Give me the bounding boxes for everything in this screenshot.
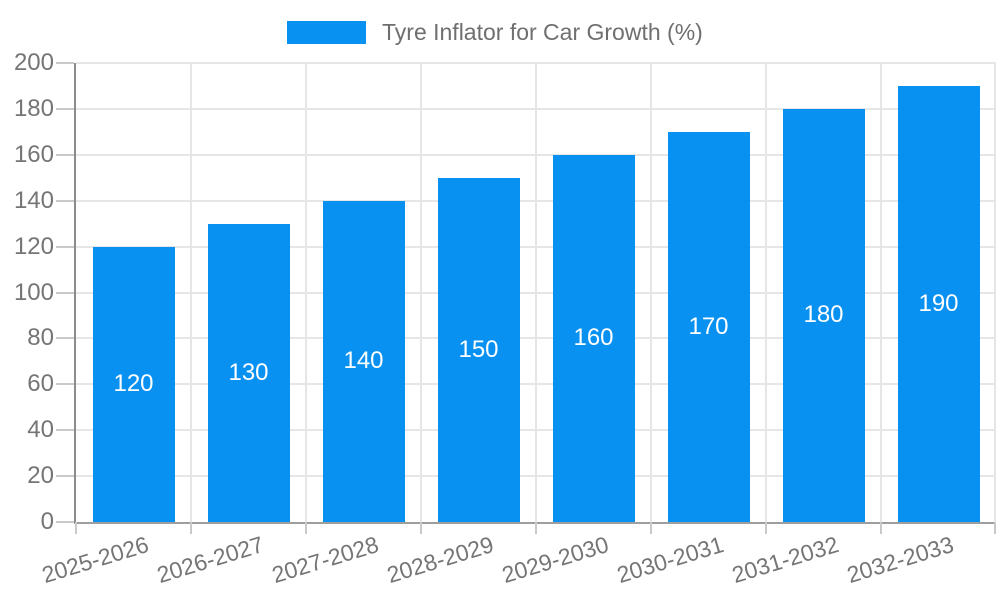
legend-marker <box>287 20 366 44</box>
bar-value-label: 120 <box>113 370 154 398</box>
bar-value-label: 150 <box>458 335 499 363</box>
x-axis-label: 2025-2026 <box>38 531 152 589</box>
x-axis-label: 2032-2033 <box>843 531 957 589</box>
bar-value-label: 180 <box>803 301 844 329</box>
y-axis-tick <box>56 429 74 432</box>
bar: 140 <box>322 200 405 522</box>
x-axis-tick <box>880 522 882 534</box>
x-axis-label: 2031-2032 <box>728 531 842 589</box>
x-axis-label: 2027-2028 <box>268 531 382 589</box>
legend-item[interactable]: Tyre Inflator for Car Growth (%) <box>287 17 703 47</box>
x-axis-label: 2026-2027 <box>153 531 267 589</box>
y-axis-tick <box>56 383 74 386</box>
y-axis-tick <box>56 521 74 523</box>
y-axis-tick <box>56 199 74 202</box>
x-axis-label: 2028-2029 <box>383 531 497 589</box>
x-axis-label: 2030-2031 <box>613 531 727 589</box>
bar: 180 <box>782 108 865 522</box>
bar: 170 <box>667 131 750 522</box>
y-axis-label: 40 <box>27 416 54 444</box>
x-axis-tick <box>765 522 767 534</box>
gridline-v <box>190 63 192 522</box>
bar: 130 <box>207 223 290 522</box>
gridline-v <box>420 63 422 522</box>
y-axis-label: 160 <box>13 140 54 168</box>
y-axis-label: 60 <box>27 370 54 398</box>
bar: 160 <box>552 154 635 522</box>
bar: 150 <box>437 177 520 522</box>
y-axis-tick <box>56 337 74 340</box>
y-axis-tick <box>56 291 74 294</box>
x-axis-tick <box>190 522 192 534</box>
bar-value-label: 130 <box>228 358 269 386</box>
gridline-v <box>535 63 537 522</box>
x-axis-tick <box>75 522 77 534</box>
y-axis-tick <box>56 107 74 110</box>
bar: 190 <box>897 85 980 522</box>
y-axis-tick <box>56 62 74 64</box>
x-axis-tick <box>420 522 422 534</box>
y-axis-label: 200 <box>13 49 54 76</box>
y-axis-label: 0 <box>40 508 54 535</box>
y-axis-tick <box>56 245 74 248</box>
x-axis-label: 2029-2030 <box>498 531 612 589</box>
bar-value-label: 160 <box>573 324 614 352</box>
y-axis-label: 140 <box>13 186 54 214</box>
x-axis-tick <box>994 522 996 534</box>
y-axis-tick <box>56 153 74 156</box>
gridline-v <box>650 63 652 522</box>
bar: 120 <box>92 246 175 522</box>
x-axis-tick <box>305 522 307 534</box>
y-axis-label: 180 <box>13 94 54 122</box>
gridline-v <box>880 63 882 522</box>
plot-area: 120 130 140 150 160 170 180 190 <box>56 62 996 534</box>
bar-value-label: 140 <box>343 347 384 375</box>
y-axis-label: 120 <box>13 232 54 260</box>
y-axis-label: 80 <box>27 324 54 352</box>
x-axis-tick <box>650 522 652 534</box>
bar-value-label: 190 <box>918 289 959 317</box>
legend-label: Tyre Inflator for Car Growth (%) <box>382 19 703 45</box>
gridline-v <box>765 63 767 522</box>
gridline-v <box>305 63 307 522</box>
x-axis-tick <box>535 522 537 534</box>
gridline-v <box>994 63 996 522</box>
y-axis-tick <box>56 475 74 478</box>
bar-value-label: 170 <box>688 312 729 340</box>
y-axis-label: 20 <box>27 462 54 490</box>
y-axis-label: 100 <box>13 278 54 306</box>
